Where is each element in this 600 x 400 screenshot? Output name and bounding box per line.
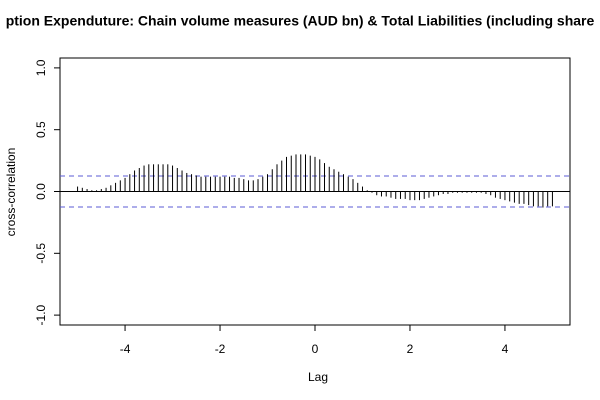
y-tick-label: 0.0: [34, 183, 48, 200]
y-axis-label: cross-correlation: [4, 148, 18, 237]
x-tick-label: 2: [407, 342, 414, 356]
x-tick-label: -2: [215, 342, 226, 356]
chart-title: ption Expenduture: Chain volume measures…: [6, 13, 595, 29]
y-tick-label: -1.0: [34, 304, 48, 325]
x-axis-label: Lag: [308, 370, 328, 384]
y-tick-label: 1.0: [34, 59, 48, 76]
x-tick-label: 0: [312, 342, 319, 356]
x-tick-label: 4: [502, 342, 509, 356]
y-tick-label: -0.5: [34, 243, 48, 264]
x-tick-label: -4: [120, 342, 131, 356]
y-tick-label: 0.5: [34, 121, 48, 138]
